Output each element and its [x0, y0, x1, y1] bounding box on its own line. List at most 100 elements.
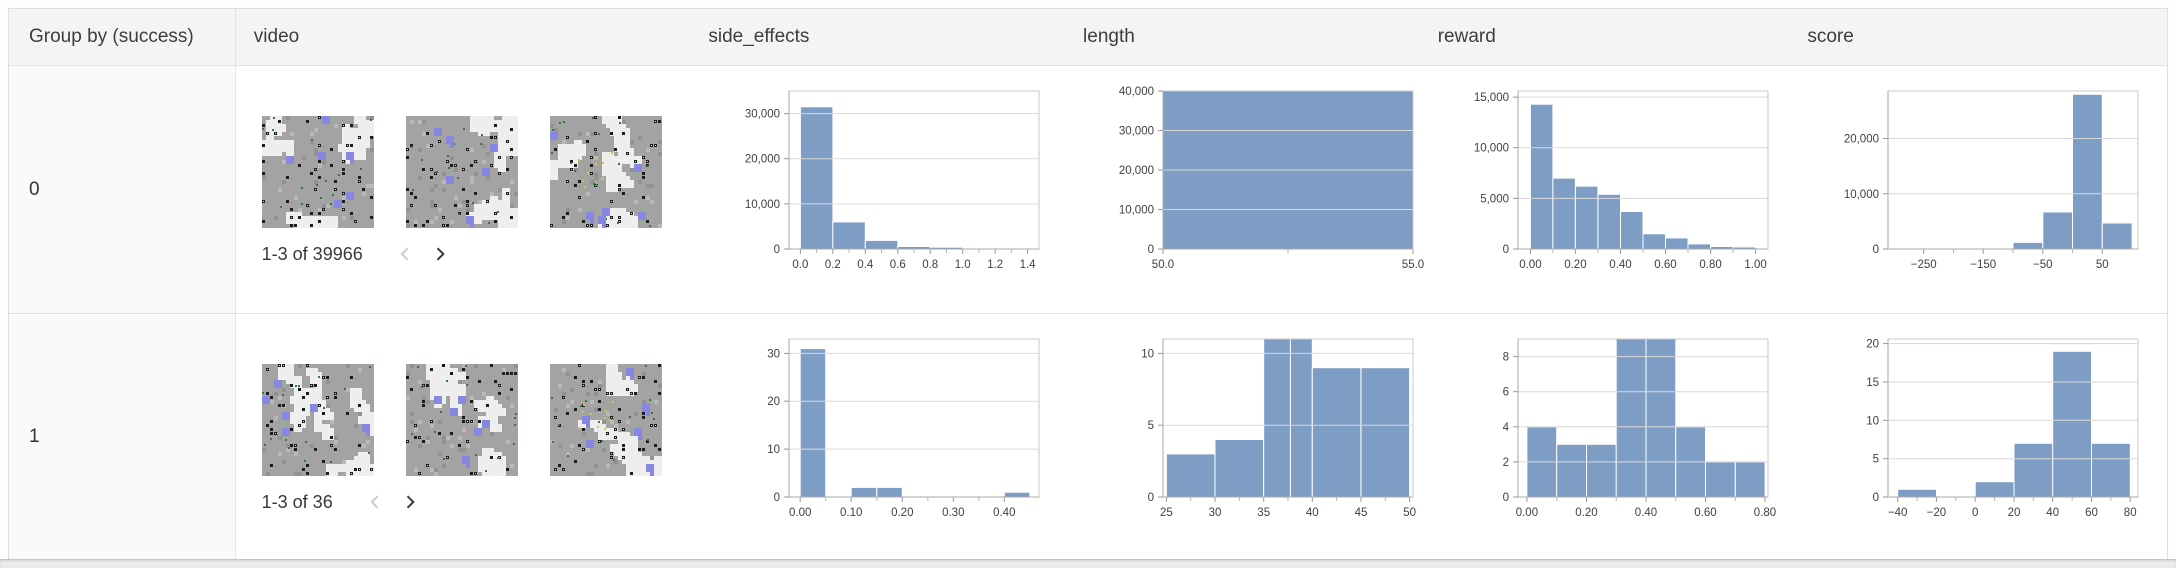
- svg-text:25: 25: [1160, 507, 1173, 519]
- svg-text:20,000: 20,000: [1119, 165, 1154, 177]
- svg-text:0.00: 0.00: [1516, 507, 1538, 519]
- svg-text:55.0: 55.0: [1402, 259, 1424, 271]
- histogram-chart: 0 5 10 15 20 −40 −20 0 20 40 60 80: [1832, 333, 2152, 527]
- column-header-side-effects[interactable]: side_effects: [708, 26, 810, 47]
- column-header-reward[interactable]: reward: [1437, 26, 1496, 47]
- column-header-score[interactable]: score: [1807, 26, 1854, 47]
- video-thumbnail[interactable]: [261, 116, 374, 228]
- video-thumbnail[interactable]: [261, 364, 374, 476]
- column-header-video[interactable]: video: [253, 26, 300, 47]
- svg-text:40: 40: [1306, 507, 1319, 519]
- video-pager: 1-3 of 39966: [262, 241, 691, 267]
- next-page-button[interactable]: [427, 241, 453, 267]
- histogram-chart: 0 5,000 10,000 15,000 0.00 0.20 0.40 0.60 0.80 1.…: [1462, 85, 1782, 279]
- svg-text:0.00: 0.00: [789, 507, 811, 519]
- histogram-chart: 0 2 4 6 8 0.00 0.20 0.40 0.60 0.80: [1462, 333, 1782, 527]
- svg-text:15,000: 15,000: [1474, 92, 1509, 104]
- svg-text:0.4: 0.4: [857, 259, 874, 271]
- video-pager: 1-3 of 36: [262, 489, 691, 515]
- svg-text:0.60: 0.60: [1654, 259, 1676, 271]
- grouped-runs-table: Group by (success) video side_effects le…: [8, 8, 2168, 559]
- svg-text:0.6: 0.6: [889, 259, 905, 271]
- svg-text:10: 10: [1866, 415, 1879, 427]
- svg-text:−20: −20: [1926, 507, 1946, 519]
- prev-page-button[interactable]: [393, 241, 419, 267]
- video-thumbnails: [261, 364, 691, 476]
- svg-text:0.8: 0.8: [922, 259, 938, 271]
- svg-text:45: 45: [1355, 507, 1368, 519]
- svg-text:0.40: 0.40: [993, 507, 1015, 519]
- video-thumbnail[interactable]: [549, 116, 662, 228]
- histogram-chart: 0 10,000 20,000 −250 −150 −50 50: [1832, 85, 2152, 279]
- svg-text:0.00: 0.00: [1519, 259, 1541, 271]
- length-histogram[interactable]: 0 10,000 20,000 30,000 40,000 50.0 55.0: [1065, 66, 1424, 313]
- svg-text:−50: −50: [2033, 259, 2053, 271]
- histogram-chart: 0 10,000 20,000 30,000 40,000 50.0 55.0: [1107, 85, 1427, 279]
- svg-text:10,000: 10,000: [1119, 205, 1154, 217]
- svg-text:0.2: 0.2: [824, 259, 840, 271]
- svg-text:0.20: 0.20: [1575, 507, 1597, 519]
- svg-text:20: 20: [2007, 507, 2020, 519]
- video-thumbnail[interactable]: [405, 364, 518, 476]
- svg-text:0.40: 0.40: [1609, 259, 1631, 271]
- svg-text:0.0: 0.0: [792, 259, 808, 271]
- svg-text:10: 10: [1141, 348, 1154, 360]
- svg-text:−250: −250: [1910, 259, 1936, 271]
- svg-text:1.00: 1.00: [1745, 259, 1767, 271]
- svg-text:0: 0: [1872, 492, 1878, 504]
- svg-text:0: 0: [773, 244, 779, 256]
- histogram-chart: 0 5 10 25 30 35 40 45 50: [1107, 333, 1427, 527]
- svg-text:10,000: 10,000: [744, 199, 779, 211]
- svg-text:15: 15: [1866, 377, 1879, 389]
- table-row: 1 1-3 of 36: [9, 314, 2167, 559]
- svg-text:1.0: 1.0: [954, 259, 970, 271]
- svg-text:50: 50: [1403, 507, 1416, 519]
- svg-text:30,000: 30,000: [744, 109, 779, 121]
- svg-text:20,000: 20,000: [1843, 134, 1878, 146]
- svg-text:0.80: 0.80: [1700, 259, 1722, 271]
- histogram-chart: 0 10 20 30 0.00 0.10 0.20 0.30 0.40: [733, 333, 1053, 527]
- video-thumbnail[interactable]: [405, 116, 518, 228]
- side-effects-histogram[interactable]: 0 10,000 20,000 30,000 0.0 0.2 0.4 0.6 0.8 1.0 1.2…: [691, 66, 1065, 313]
- svg-text:0: 0: [1503, 244, 1509, 256]
- score-histogram[interactable]: 0 10,000 20,000 −250 −150 −50 50: [1790, 66, 2167, 313]
- side-effects-histogram[interactable]: 0 10 20 30 0.00 0.10 0.20 0.30 0.40: [691, 314, 1065, 559]
- svg-text:1.4: 1.4: [1019, 259, 1036, 271]
- svg-text:1.2: 1.2: [987, 259, 1003, 271]
- histogram-chart: 0 10,000 20,000 30,000 0.0 0.2 0.4 0.6 0.8 1.0 1.2…: [733, 85, 1053, 279]
- svg-text:40,000: 40,000: [1119, 86, 1154, 98]
- table-header-row: Group by (success) video side_effects le…: [9, 9, 2167, 66]
- svg-text:5: 5: [1872, 454, 1878, 466]
- horizontal-scrollbar[interactable]: [0, 559, 2176, 568]
- svg-text:10: 10: [767, 444, 780, 456]
- group-value-cell: 0: [9, 66, 236, 313]
- pagination-label: 1-3 of 36: [261, 491, 333, 512]
- column-header-group-by[interactable]: Group by (success): [9, 9, 236, 65]
- video-thumbnail[interactable]: [549, 364, 662, 476]
- svg-text:0.20: 0.20: [1564, 259, 1586, 271]
- svg-text:2: 2: [1503, 457, 1509, 469]
- chevron-right-icon: [436, 247, 445, 261]
- svg-text:80: 80: [2123, 507, 2136, 519]
- svg-text:30: 30: [767, 348, 780, 360]
- svg-text:0: 0: [1872, 244, 1878, 256]
- svg-text:35: 35: [1257, 507, 1270, 519]
- length-histogram[interactable]: 0 5 10 25 30 35 40 45 50: [1065, 314, 1420, 559]
- svg-text:10,000: 10,000: [1474, 143, 1509, 155]
- svg-text:5: 5: [1148, 420, 1154, 432]
- chevron-left-icon: [400, 247, 409, 261]
- next-page-button[interactable]: [397, 489, 423, 515]
- chevron-right-icon: [406, 495, 415, 509]
- score-histogram[interactable]: 0 5 10 15 20 −40 −20 0 20 40 60 80: [1790, 314, 2167, 559]
- svg-text:0: 0: [1148, 244, 1154, 256]
- column-header-length[interactable]: length: [1083, 26, 1135, 47]
- svg-text:30,000: 30,000: [1119, 126, 1154, 138]
- table-row: 0 1-3 of 39966: [9, 66, 2167, 314]
- prev-page-button[interactable]: [363, 489, 389, 515]
- svg-text:20,000: 20,000: [744, 154, 779, 166]
- reward-histogram[interactable]: 0 5,000 10,000 15,000 0.00 0.20 0.40 0.60 0.80 1.…: [1420, 66, 1789, 313]
- reward-histogram[interactable]: 0 2 4 6 8 0.00 0.20 0.40 0.60 0.80: [1420, 314, 1789, 559]
- svg-text:4: 4: [1503, 422, 1510, 434]
- video-thumbnails: [261, 116, 691, 228]
